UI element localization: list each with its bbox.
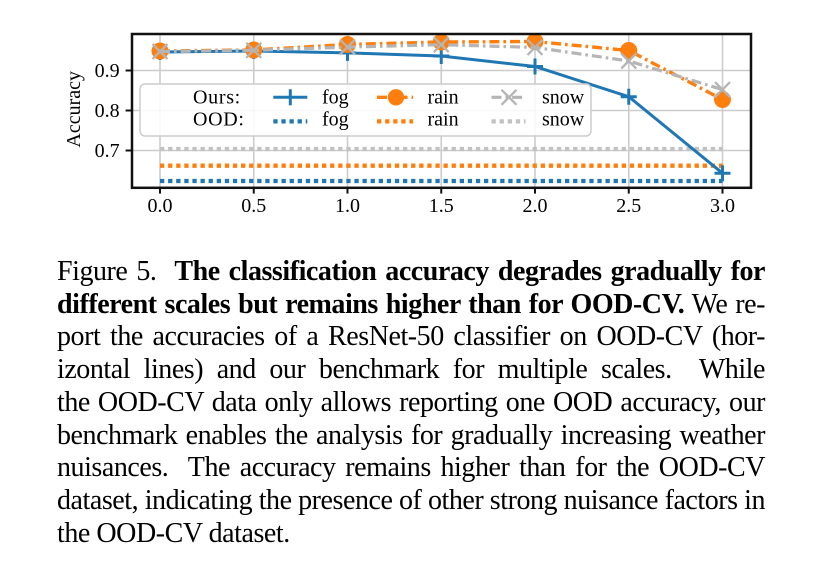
svg-text:snow: snow	[542, 86, 585, 108]
svg-text:0.0: 0.0	[148, 195, 173, 217]
svg-text:fog: fog	[322, 86, 349, 108]
svg-text:0.8: 0.8	[95, 100, 120, 122]
svg-text:snow: snow	[542, 109, 585, 131]
svg-text:rain: rain	[428, 109, 459, 131]
svg-text:2.5: 2.5	[616, 195, 641, 217]
svg-text:rain: rain	[428, 86, 459, 108]
svg-text:Accuracy: Accuracy	[63, 71, 85, 148]
svg-text:0.7: 0.7	[95, 140, 120, 162]
svg-text:3.0: 3.0	[710, 195, 735, 217]
svg-text:Ours:: Ours:	[193, 86, 241, 108]
svg-text:2.0: 2.0	[523, 195, 548, 217]
svg-text:1.5: 1.5	[429, 195, 454, 217]
svg-text:1.0: 1.0	[335, 195, 360, 217]
svg-text:fog: fog	[322, 109, 349, 131]
svg-text:0.9: 0.9	[95, 60, 120, 82]
svg-text:OOD:: OOD:	[193, 109, 245, 131]
svg-text:0.5: 0.5	[241, 195, 266, 217]
